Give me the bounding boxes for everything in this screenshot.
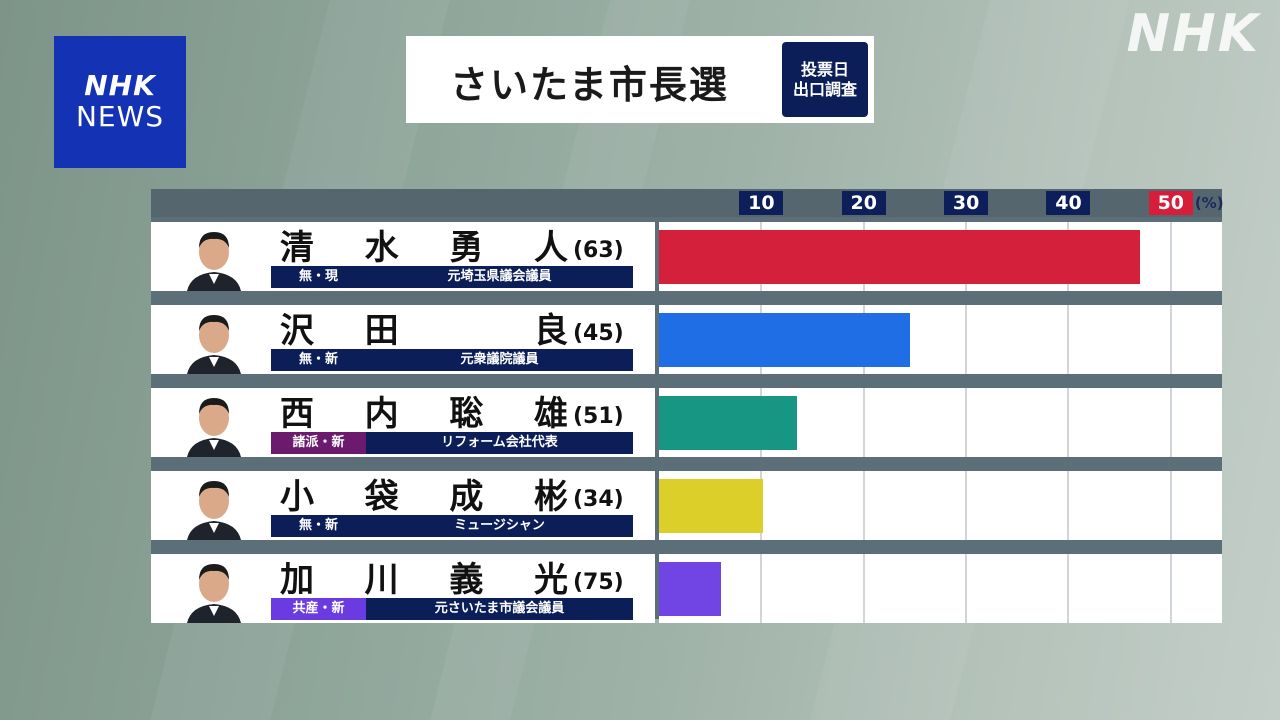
grid-line [965,388,968,457]
axis-tick-label: 40 [1046,191,1091,215]
name-char: 人 [533,228,568,268]
candidate-title: 元埼玉県議会議員 [366,266,633,288]
name-char: 良 [533,311,568,351]
candidate-age: (75) [573,570,624,595]
result-bar [659,230,1141,284]
candidate-photo [181,390,247,457]
candidate-info: 清 水 勇 人 (63) 無・現 元埼玉県議会議員 [151,222,655,291]
badge-line2: 出口調査 [792,79,857,99]
candidate-info: 加 川 義 光 (75) 共産・新 元さいたま市議会議員 [151,554,655,623]
name-char: 光 [533,560,568,600]
grid-line [862,471,865,540]
candidate-title: ミュージシャン [366,515,633,537]
candidate-info: 小 袋 成 彬 (34) 無・新 ミュージシャン [151,471,655,540]
candidate-name: 清水勇人 [279,230,569,266]
candidate-row: 沢 田 良 (45) 無・新 元衆議院議員 [151,305,1222,374]
name-char: 西 [280,394,314,434]
candidate-info: 西 内 聡 雄 (51) 諸派・新 リフォーム会社代表 [151,388,655,457]
name-char: 沢 [280,311,314,351]
nhk-news-logo: NHK NEWS [54,36,186,168]
exit-poll-badge: 投票日 出口調査 [782,42,868,117]
candidate-age: (63) [573,238,624,263]
candidate-name: 加川義光 [279,562,569,598]
grid-line [1169,388,1172,457]
name-char: 内 [364,394,399,434]
nhk-watermark: NHK [1126,4,1260,64]
candidate-info: 沢 田 良 (45) 無・新 元衆議院議員 [151,305,655,374]
grid-line [1169,554,1172,623]
candidate-row: 小 袋 成 彬 (34) 無・新 ミュージシャン [151,471,1222,540]
axis-unit-label: (%) [1194,194,1224,212]
candidate-age: (45) [573,321,624,346]
grid-line [1169,222,1172,291]
candidate-age: (51) [573,404,624,429]
grid-line [965,305,968,374]
candidate-photo [181,473,247,540]
name-char: 田 [364,311,399,351]
party-badge: 共産・新 [271,598,366,620]
axis-tick-label: 20 [841,191,886,215]
candidate-name: 小袋成彬 [279,479,569,515]
grid-line [1169,471,1172,540]
candidate-photo [181,307,247,374]
candidate-row: 加 川 義 光 (75) 共産・新 元さいたま市議会議員 [151,554,1222,623]
axis-tick-label: 30 [944,191,989,215]
axis-tick-label: 10 [739,191,784,215]
axis-header: (%) 10 20 30 40 50 [151,189,1224,217]
candidate-title: 元衆議院議員 [366,349,633,371]
logo-news-text: NEWS [75,100,165,133]
name-char: 雄 [533,394,568,434]
grid-line [760,554,763,623]
axis-tick-label: 50 [1148,191,1193,215]
grid-line [1067,305,1070,374]
candidate-name: 沢田良 [279,313,569,349]
name-char: 袋 [364,477,399,517]
result-bar [659,562,722,616]
bar-track [659,222,1222,291]
grid-line [1067,471,1070,540]
bar-track [659,388,1222,457]
results-panel: (%) 10 20 30 40 50 清 水 勇 人 (63) 無・現 元埼玉県議会議員 沢 田 良 (4… [151,189,1224,623]
grid-line [965,554,968,623]
candidate-row: 西 内 聡 雄 (51) 諸派・新 リフォーム会社代表 [151,388,1222,457]
logo-nhk-text: NHK [84,69,156,102]
bar-track [659,554,1222,623]
candidate-title: リフォーム会社代表 [366,432,633,454]
party-badge: 無・新 [271,515,366,537]
result-bar [659,396,798,450]
candidate-age: (34) [573,487,624,512]
name-char [448,313,484,349]
name-char: 川 [364,560,399,600]
result-bar [659,479,764,533]
grid-line [862,554,865,623]
party-badge: 無・新 [271,349,366,371]
name-char: 清 [280,228,314,268]
candidate-photo [181,556,247,623]
name-char: 勇 [449,228,484,268]
grid-line [1169,305,1172,374]
result-bar [659,313,910,367]
name-char: 加 [280,560,314,600]
name-char: 義 [449,560,484,600]
name-char: 聡 [449,394,484,434]
name-char: 彬 [533,477,568,517]
title-box: さいたま市長選 投票日 出口調査 [406,36,874,123]
party-badge: 無・現 [271,266,366,288]
name-char: 水 [364,228,399,268]
candidate-title: 元さいたま市議会議員 [366,598,633,620]
party-badge: 諸派・新 [271,432,366,454]
bar-track [659,305,1222,374]
name-char: 成 [449,477,484,517]
grid-line [965,471,968,540]
name-char: 小 [280,477,314,517]
candidate-row: 清 水 勇 人 (63) 無・現 元埼玉県議会議員 [151,222,1222,291]
bar-track [659,471,1222,540]
grid-line [862,388,865,457]
badge-line1: 投票日 [800,59,849,79]
grid-line [1067,388,1070,457]
chart-title: さいたま市長選 [450,63,729,107]
grid-line [1067,554,1070,623]
candidate-name: 西内聡雄 [279,396,569,432]
candidate-photo [181,224,247,291]
